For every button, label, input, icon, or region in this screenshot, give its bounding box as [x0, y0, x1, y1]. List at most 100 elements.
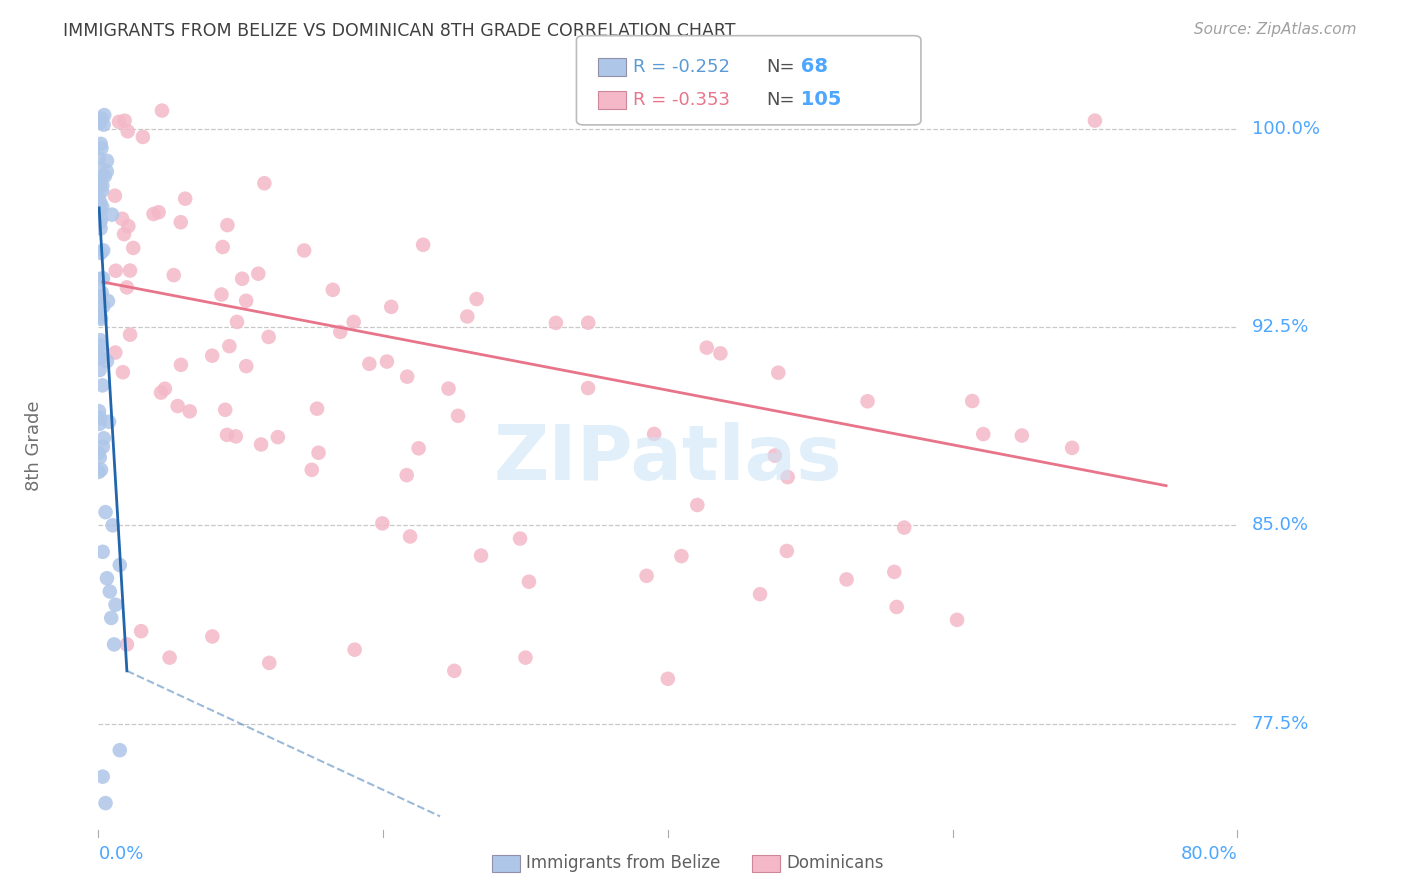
Point	[89, 195, 111, 210]
Point	[231, 271, 253, 285]
Point	[122, 241, 145, 255]
Point	[217, 218, 239, 232]
Point	[90, 294, 112, 309]
Point	[132, 130, 155, 145]
Point	[90, 212, 112, 227]
Point	[856, 394, 879, 409]
Text: 0.0%: 0.0%	[98, 846, 143, 863]
Point	[101, 518, 124, 533]
Point	[643, 426, 665, 441]
Point	[153, 382, 176, 396]
Point	[96, 153, 118, 168]
Point	[90, 112, 112, 126]
Text: 85.0%: 85.0%	[1251, 516, 1309, 534]
Point	[112, 227, 135, 241]
Point	[90, 289, 112, 303]
Point	[253, 176, 276, 190]
Point	[375, 354, 398, 368]
Point	[214, 402, 236, 417]
Point	[104, 188, 127, 202]
Point	[90, 351, 112, 365]
Point	[163, 268, 186, 282]
Point	[517, 574, 540, 589]
Point	[91, 271, 114, 285]
Point	[91, 200, 114, 214]
Point	[456, 310, 478, 324]
Point	[91, 178, 114, 193]
Point	[292, 244, 315, 258]
Point	[170, 215, 193, 229]
Text: 105: 105	[794, 90, 842, 110]
Point	[89, 333, 111, 347]
Point	[301, 463, 323, 477]
Point	[90, 136, 112, 151]
Point	[322, 283, 344, 297]
Point	[150, 103, 173, 118]
Point	[1084, 113, 1107, 128]
Point	[267, 430, 290, 444]
Point	[89, 202, 111, 217]
Point	[108, 115, 131, 129]
Point	[89, 161, 111, 176]
Point	[380, 300, 402, 314]
Point	[96, 354, 118, 368]
Point	[259, 656, 281, 670]
Text: 68: 68	[794, 57, 828, 77]
Point	[90, 246, 112, 260]
Point	[343, 642, 366, 657]
Point	[89, 338, 111, 352]
Point	[235, 293, 257, 308]
Point	[90, 463, 112, 477]
Point	[883, 565, 905, 579]
Point	[576, 316, 599, 330]
Point	[709, 346, 731, 360]
Text: 8th Grade: 8th Grade	[25, 401, 44, 491]
Point	[509, 532, 531, 546]
Point	[657, 672, 679, 686]
Point	[576, 381, 599, 395]
Point	[1011, 428, 1033, 442]
Point	[117, 124, 139, 138]
Text: ZIPatlas: ZIPatlas	[494, 422, 842, 496]
Point	[91, 244, 114, 258]
Point	[835, 573, 858, 587]
Point	[89, 363, 111, 377]
Point	[226, 315, 249, 329]
Point	[893, 520, 915, 534]
Point	[776, 544, 799, 558]
Point	[544, 316, 567, 330]
Text: 92.5%: 92.5%	[1251, 318, 1309, 336]
Point	[201, 349, 224, 363]
Point	[115, 280, 138, 294]
Text: R = -0.252: R = -0.252	[633, 58, 730, 76]
Point	[749, 587, 772, 601]
Point	[142, 207, 165, 221]
Point	[118, 263, 141, 277]
Point	[395, 468, 418, 483]
Point	[671, 549, 693, 563]
Point	[215, 428, 238, 442]
Point	[90, 345, 112, 359]
Point	[104, 264, 127, 278]
Point	[763, 449, 786, 463]
Point	[94, 505, 117, 519]
Point	[120, 327, 142, 342]
Point	[211, 287, 233, 301]
Text: N=: N=	[766, 58, 794, 76]
Point	[776, 470, 799, 484]
Point	[100, 611, 122, 625]
Point	[636, 569, 658, 583]
Point	[437, 382, 460, 396]
Point	[87, 446, 110, 460]
Point	[98, 415, 121, 429]
Point	[89, 417, 111, 431]
Point	[94, 796, 117, 810]
Point	[89, 215, 111, 229]
Point	[150, 385, 173, 400]
Point	[89, 178, 111, 192]
Point	[91, 545, 114, 559]
Point	[443, 664, 465, 678]
Point	[93, 300, 115, 314]
Point	[90, 221, 112, 235]
Point	[470, 549, 492, 563]
